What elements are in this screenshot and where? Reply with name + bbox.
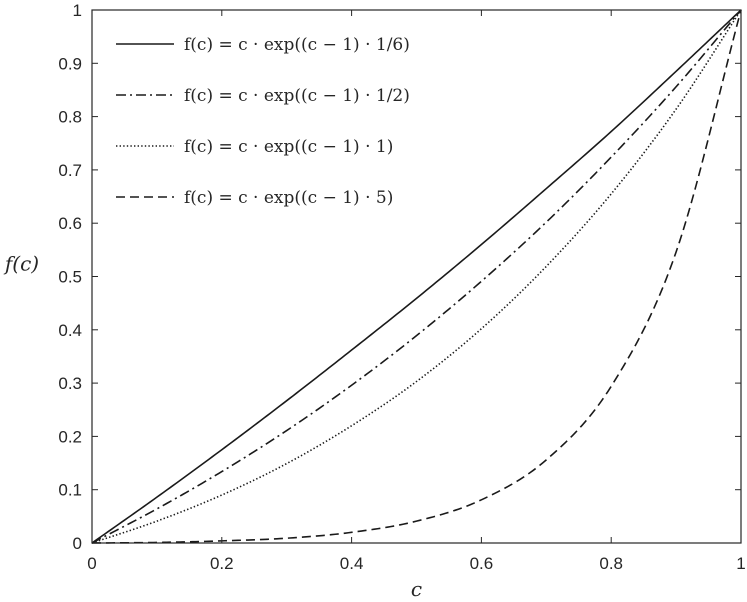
series-line-3 bbox=[91, 9, 742, 544]
x-tick-label: 0.4 bbox=[340, 554, 364, 573]
y-tick-label: 0.7 bbox=[58, 161, 82, 180]
series-line-4 bbox=[91, 9, 742, 544]
x-tick-label: 0.2 bbox=[210, 554, 234, 573]
y-tick-label: 0.5 bbox=[58, 268, 82, 287]
y-axis-label: f(c) bbox=[3, 252, 39, 276]
y-tick-label: 0.2 bbox=[58, 427, 82, 446]
y-tick-label: 0.4 bbox=[58, 321, 82, 340]
x-tick-label: 0.6 bbox=[470, 554, 494, 573]
legend-label-1: f(c) = c · exp((c − 1) · 1/6) bbox=[184, 35, 410, 55]
legend-label-3: f(c) = c · exp((c − 1) · 1) bbox=[184, 137, 393, 157]
axis-ticks bbox=[91, 9, 742, 544]
y-tick-label: 0.9 bbox=[58, 54, 82, 73]
series-line-2 bbox=[91, 9, 742, 544]
tick-labels: 0 0.2 0.4 0.6 0.8 1 0 0.1 0.2 0.3 0.4 0.5 0.6 0.7 0.8 0… bbox=[58, 1, 745, 573]
y-tick-label: 0.3 bbox=[58, 374, 82, 393]
legend-label-4: f(c) = c · exp((c − 1) · 5) bbox=[184, 188, 393, 208]
y-tick-label: 1 bbox=[73, 1, 82, 20]
x-axis-label: c bbox=[411, 577, 422, 601]
legend-label-2: f(c) = c · exp((c − 1) · 1/2) bbox=[184, 86, 410, 106]
x-tick-label: 0 bbox=[87, 554, 96, 573]
legend: f(c) = c · exp((c − 1) · 1/6) f(c) = c · … bbox=[116, 35, 410, 208]
series-line-1 bbox=[91, 9, 742, 544]
y-tick-label: 0.1 bbox=[58, 481, 82, 500]
y-tick-label: 0.6 bbox=[58, 214, 82, 233]
x-tick-label: 1 bbox=[736, 554, 745, 573]
series-lines bbox=[91, 9, 742, 544]
y-tick-label: 0 bbox=[73, 534, 82, 553]
x-tick-label: 0.8 bbox=[599, 554, 623, 573]
y-tick-label: 0.8 bbox=[58, 108, 82, 127]
